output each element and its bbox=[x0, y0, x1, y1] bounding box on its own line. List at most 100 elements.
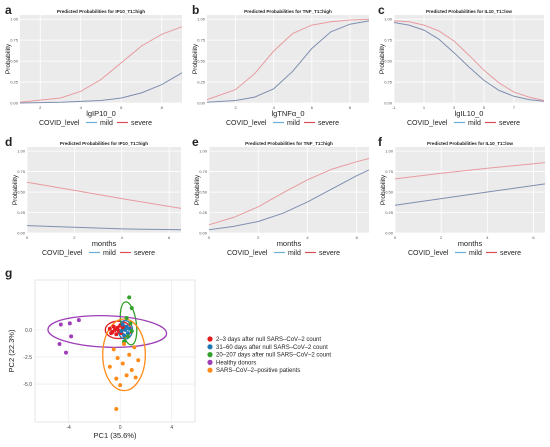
y-tick-label: 0.00 bbox=[384, 101, 393, 106]
panel-title: Predicted Probabilities for TNF_T1=high bbox=[244, 9, 332, 14]
y-tick-label: 1.00 bbox=[197, 17, 206, 22]
x-tick-label: 6 bbox=[120, 105, 123, 110]
data-point-g_healthy bbox=[76, 318, 81, 323]
legend-item: SARS–CoV–2–positive patients bbox=[216, 368, 300, 374]
plot-background bbox=[20, 15, 182, 103]
y-tick-label: 0.25 bbox=[10, 80, 19, 85]
panel-b: b Predicted Probabilities for TNF_T1=high… bbox=[192, 3, 370, 127]
data-point-g_31to60 bbox=[119, 328, 124, 333]
panel-title: Predicted Probabilities for TNF_T1=high bbox=[245, 141, 333, 146]
legend-label-mild: mild bbox=[288, 250, 301, 257]
y-tick-label: 0.25 bbox=[17, 210, 26, 215]
plot-background bbox=[27, 147, 181, 233]
series-line-mild bbox=[393, 22, 545, 102]
x-tick-label: 4 bbox=[486, 235, 489, 240]
legend-label-severe: severe bbox=[500, 250, 521, 257]
series-line-severe bbox=[26, 181, 182, 209]
legend-label-severe: severe bbox=[318, 120, 339, 127]
y-tick-label: 0.50 bbox=[385, 190, 394, 195]
data-point-g_healthy bbox=[67, 321, 72, 326]
x-axis-label: months bbox=[277, 239, 302, 248]
data-point-g_2to3 bbox=[114, 332, 119, 337]
panel-c: c Predicted Probabilities for IL10_T1=low… bbox=[378, 3, 545, 127]
data-point-g_sars bbox=[114, 406, 119, 411]
y-tick-label: 0.25 bbox=[384, 80, 393, 85]
panel-label: b bbox=[192, 3, 199, 17]
panel-d: d Predicted Probabilities for IP10_T1=hig… bbox=[5, 135, 182, 257]
y-tick-label: 0.25 bbox=[197, 80, 206, 85]
x-tick-label: 2 bbox=[234, 105, 237, 110]
y-tick-label: 0.00 bbox=[10, 101, 19, 106]
y-tick-label: 0.00 bbox=[199, 231, 208, 236]
data-point-g_sars bbox=[115, 356, 120, 361]
legend-title: COVID_level bbox=[227, 250, 268, 257]
legend-label-mild: mild bbox=[287, 120, 300, 127]
x-tick-label: 6 bbox=[356, 235, 359, 240]
data-point-g_20to207 bbox=[129, 328, 134, 333]
data-point-g_31to60 bbox=[123, 327, 128, 332]
legend-item: Healthy donors bbox=[216, 360, 256, 366]
data-point-g_2to3 bbox=[111, 324, 116, 329]
x-axis-label: PC1 (35.6%) bbox=[94, 431, 137, 440]
plot-background bbox=[395, 147, 545, 233]
panel-title: Predicted Probabilities for IP10_T1=high bbox=[60, 141, 148, 146]
legend-label-severe: severe bbox=[319, 250, 340, 257]
data-point-g_sars bbox=[127, 352, 132, 357]
y-tick-label: 0.75 bbox=[385, 169, 394, 174]
legend-title: COVID_level bbox=[39, 120, 80, 127]
y-axis-label: Probability bbox=[380, 174, 387, 205]
legend-item: 20–207 days after null SARS–CoV–2 count bbox=[216, 353, 331, 359]
legend-label-severe: severe bbox=[499, 120, 520, 127]
x-tick-label: 4 bbox=[80, 105, 83, 110]
x-tick-label: -4 bbox=[66, 425, 71, 431]
x-tick-label: 4 bbox=[273, 105, 276, 110]
legend-item: 2–3 days after null SARS–CoV–2 count bbox=[216, 337, 321, 343]
y-tick-label: 1.00 bbox=[17, 149, 26, 154]
y-tick-label: 0.00 bbox=[385, 231, 394, 236]
x-tick-label: 2 bbox=[440, 235, 443, 240]
data-point-g_sars bbox=[129, 367, 134, 372]
y-tick-label: 0.25 bbox=[199, 210, 208, 215]
confidence-ellipse-g_sars bbox=[102, 318, 146, 392]
series-line-severe bbox=[206, 18, 370, 101]
panel-title: Predicted Probabilities for IL10_T1=low bbox=[426, 9, 512, 14]
legend-title: COVID_level bbox=[408, 250, 449, 257]
y-axis-label: Probability bbox=[379, 43, 386, 74]
legend-marker-g_20to207 bbox=[207, 352, 213, 358]
y-tick-label: 1.00 bbox=[384, 17, 393, 22]
y-tick-label: 0.50 bbox=[17, 190, 26, 195]
y-tick-label: 0.75 bbox=[197, 38, 206, 43]
data-point-g_20to207 bbox=[128, 321, 133, 326]
data-point-g_sars bbox=[107, 364, 112, 369]
data-point-g_healthy bbox=[58, 322, 63, 327]
y-tick-label: 1.00 bbox=[10, 17, 19, 22]
data-point-g_20to207 bbox=[129, 306, 134, 311]
x-tick-label: -1 bbox=[392, 105, 396, 110]
x-tick-label: 2 bbox=[257, 235, 260, 240]
y-tick-label: 0.50 bbox=[384, 59, 393, 64]
panel-e: e Predicted Probabilities for TNF_T1=high… bbox=[192, 135, 370, 257]
series-line-mild bbox=[19, 72, 183, 104]
data-point-g_2to3 bbox=[109, 331, 114, 336]
data-point-g_sars bbox=[136, 358, 141, 363]
y-axis-label: Probability bbox=[12, 174, 19, 205]
series-line-mild bbox=[26, 225, 182, 231]
panel-label: d bbox=[5, 135, 12, 149]
legend-label-severe: severe bbox=[134, 250, 155, 257]
data-point-g_sars bbox=[122, 341, 127, 346]
plot-background bbox=[34, 279, 196, 423]
x-tick-label: 0 bbox=[208, 235, 211, 240]
x-tick-label: 0 bbox=[119, 425, 122, 431]
y-tick-label: 1.00 bbox=[199, 149, 208, 154]
y-axis-label: PC2 (22.3%) bbox=[7, 329, 16, 372]
legend-marker-g_31to60 bbox=[207, 344, 213, 350]
panel-a: a Predicted Probabilities for IP10_T1=hig… bbox=[5, 3, 183, 127]
series-line-severe bbox=[394, 162, 546, 180]
y-tick-label: 0.50 bbox=[199, 190, 208, 195]
x-tick-label: 2 bbox=[39, 105, 42, 110]
data-point-g_sars bbox=[120, 361, 125, 366]
y-axis-label: Probability bbox=[5, 43, 12, 74]
y-tick-label: 0.50 bbox=[10, 59, 19, 64]
panel-title: Predicted Probabilities for IP10_T1=high bbox=[57, 9, 145, 14]
